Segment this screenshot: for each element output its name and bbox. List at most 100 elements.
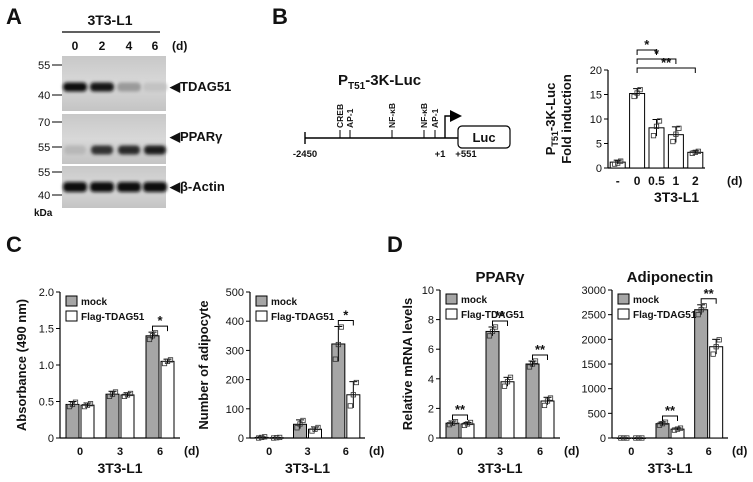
bar — [500, 381, 515, 439]
significance-marker: ** — [704, 286, 715, 301]
data-point — [274, 435, 280, 441]
legend-swatch — [255, 295, 268, 307]
data-point — [659, 421, 666, 427]
y-tick-label: 200 — [226, 375, 244, 387]
data-point — [650, 133, 657, 139]
marker-label: 70 — [38, 117, 50, 129]
y-tick-label: 10 — [590, 114, 602, 126]
data-point — [526, 364, 533, 370]
lane-label: 0 — [72, 39, 79, 53]
y-tick-label: 1.0 — [39, 360, 54, 372]
y-tick-label: 300 — [226, 345, 244, 357]
x-tick-label: 6 — [157, 446, 163, 458]
luc-label: Luc — [472, 130, 495, 145]
x-tick-label: 6 — [706, 446, 712, 458]
data-point — [277, 434, 283, 441]
legend-swatch — [445, 293, 458, 305]
data-point — [504, 379, 511, 385]
data-point — [149, 333, 156, 339]
data-point — [87, 401, 94, 407]
legend-label: Flag-TDAG51 — [633, 310, 697, 321]
data-point — [612, 161, 618, 167]
data-point — [353, 379, 359, 386]
kda-label: kDa — [34, 208, 53, 219]
position-label: +551 — [455, 149, 477, 160]
data-point — [72, 399, 79, 405]
y-tick-label: 500 — [588, 408, 606, 420]
bar — [145, 335, 160, 439]
blot-band — [143, 82, 167, 92]
panel-label-d: D — [387, 232, 403, 257]
data-point — [164, 358, 171, 364]
x-axis-label: 3T3-L1 — [97, 460, 142, 476]
data-point — [695, 148, 701, 154]
data-point — [294, 425, 300, 431]
chart-title: Adiponectin — [627, 269, 714, 286]
data-point — [489, 328, 496, 335]
legend-swatch — [65, 310, 78, 322]
bar — [525, 363, 540, 439]
x-tick-label: 3 — [497, 446, 503, 458]
y-tick-label: 2000 — [582, 334, 606, 346]
data-point — [81, 404, 88, 410]
legend-label: mock — [461, 295, 488, 306]
data-point — [676, 125, 682, 131]
x-tick-label: 3 — [667, 446, 673, 458]
x-unit-label: (d) — [732, 444, 747, 458]
data-point — [532, 358, 539, 364]
data-point — [618, 435, 624, 441]
panel-label-a: A — [6, 4, 22, 29]
y-axis-label: Relative mRNA levels — [400, 298, 415, 430]
data-point — [618, 158, 624, 164]
blot-label-tdag51: ◀TDAG51 — [169, 79, 231, 94]
data-point — [350, 392, 356, 398]
bar — [485, 330, 500, 439]
data-point — [639, 435, 645, 441]
y-tick-label: 10 — [422, 285, 434, 297]
y-axis-label: PT51-3K-Luc — [543, 83, 560, 156]
data-point — [634, 90, 640, 96]
legend-swatch — [65, 295, 78, 307]
chart-d-adiponectin: 0 500 1000 1500 2000 2500 3000 0 3 6 (d) 3T3-L1 Adip… — [582, 269, 748, 476]
bar — [694, 309, 709, 439]
y-tick-label: 2 — [428, 403, 434, 415]
data-point — [653, 123, 660, 129]
data-point — [547, 395, 554, 401]
data-point — [701, 303, 707, 309]
data-point — [656, 422, 663, 428]
x-tick-label: 1 — [673, 174, 680, 188]
x-tick-label: 3 — [117, 446, 123, 458]
data-point — [259, 434, 265, 441]
data-point — [492, 324, 499, 330]
data-point — [167, 357, 174, 363]
x-axis-label: 3T3-L1 — [647, 460, 692, 476]
bar — [709, 346, 724, 439]
data-point — [624, 435, 630, 441]
y-axis-label: Absorbance (490 nm) — [14, 299, 29, 431]
y-tick-label: 1500 — [582, 359, 606, 371]
data-point — [152, 330, 159, 336]
blot-band — [117, 182, 141, 192]
data-point — [347, 403, 353, 409]
data-point — [332, 356, 338, 362]
lane-label: 2 — [99, 39, 106, 53]
data-point — [713, 344, 719, 350]
data-point — [84, 402, 91, 408]
significance-marker: * — [644, 37, 650, 52]
blot-label-actin: ◀β-Actin — [169, 179, 225, 194]
site-label-creb: CREB — [335, 104, 345, 128]
legend-swatch — [617, 293, 630, 305]
y-tick-label: 1.5 — [39, 324, 54, 336]
y-tick-label: 0 — [600, 433, 606, 445]
data-point — [698, 307, 704, 313]
x-axis-label: 3T3-L1 — [477, 460, 522, 476]
y-tick-label: 0 — [238, 433, 244, 445]
significance-marker: ** — [665, 403, 676, 418]
bar — [160, 360, 175, 439]
y-tick-label: 2500 — [582, 310, 606, 322]
x-tick-label: 6 — [343, 446, 349, 458]
significance-bracket — [492, 320, 508, 326]
data-point — [486, 333, 493, 339]
x-unit-label: (d) — [727, 174, 742, 188]
